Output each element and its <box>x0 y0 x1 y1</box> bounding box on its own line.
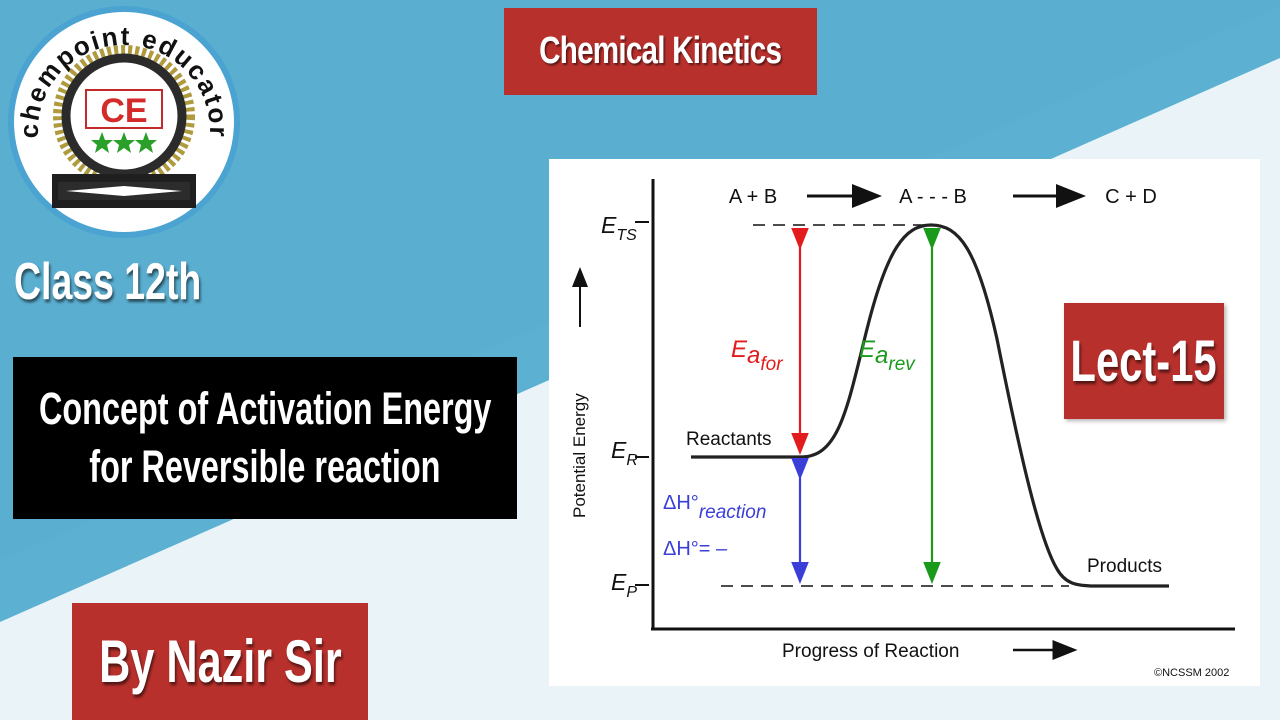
topic-line-1: Concept of Activation Energy <box>38 383 492 434</box>
products-formula: C + D <box>1105 186 1157 208</box>
course-title-banner: Chemical Kinetics <box>504 8 817 95</box>
author-banner: By Nazir Sir <box>72 603 368 720</box>
class-label: Class 12th <box>14 253 202 311</box>
lecture-badge: Lect-15 <box>1064 303 1224 419</box>
products-label: Products <box>1087 556 1162 577</box>
transition-formula: A - - - B <box>899 186 967 208</box>
ep-label: EP <box>611 569 637 601</box>
ets-label: ETS <box>601 212 637 244</box>
reactants-formula: A + B <box>729 186 777 208</box>
copyright-credit: ©NCSSM 2002 <box>1154 667 1229 679</box>
energy-diagram-svg: A + B A - - - B C + D ETS ER EP Eafor Ea… <box>570 179 1235 679</box>
energy-diagram: A + B A - - - B C + D ETS ER EP Eafor Ea… <box>549 159 1260 686</box>
chempoint-logo: chempoint educator CE <box>8 6 240 238</box>
logo-badge: CE <box>100 92 147 130</box>
topic-banner: Concept of Activation Energy for Reversi… <box>13 357 517 519</box>
topic-line-2: for Reversible reaction <box>89 441 441 492</box>
course-title: Chemical Kinetics <box>539 30 782 72</box>
y-axis-title: Potential Energy <box>570 393 589 518</box>
energy-curve <box>691 223 1169 588</box>
author-name: By Nazir Sir <box>98 628 342 695</box>
x-axis-title: Progress of Reaction <box>782 641 959 662</box>
reactants-label: Reactants <box>686 429 772 450</box>
ea-forward-label: Eafor <box>731 336 783 375</box>
enthalpy-sign-label: ΔH°= – <box>663 538 728 560</box>
er-label: ER <box>611 437 638 469</box>
ea-reverse-label: Earev <box>859 336 916 375</box>
enthalpy-label: ΔH°reaction <box>663 492 766 523</box>
lecture-number: Lect-15 <box>1070 328 1218 394</box>
